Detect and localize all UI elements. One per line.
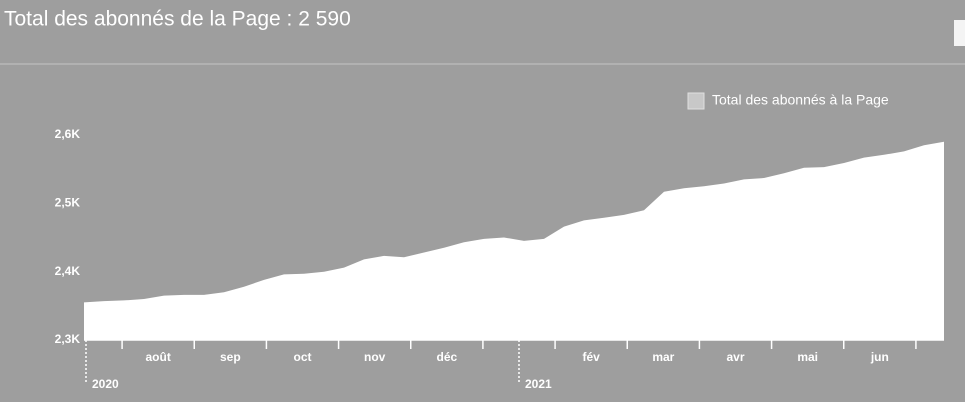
legend-swatch [687, 92, 705, 110]
y-tick-label: 2,4K [55, 264, 81, 278]
x-tick-label: avr [726, 350, 744, 364]
x-tick-label: jun [870, 350, 889, 364]
year-label: 2021 [525, 377, 552, 391]
y-tick-label: 2,5K [55, 196, 81, 210]
x-tick-label: déc [436, 350, 457, 364]
x-tick-label: août [145, 350, 170, 364]
x-tick-label: mai [797, 350, 818, 364]
area [84, 141, 944, 340]
chart-title: Total des abonnés de la Page : 2 590 [4, 8, 351, 31]
x-tick-label: fév [582, 350, 600, 364]
year-label: 2020 [92, 377, 119, 391]
x-tick-label: oct [294, 350, 312, 364]
x-tick-label: nov [364, 350, 386, 364]
y-tick-label: 2,3K [55, 332, 81, 346]
x-tick-label: sep [220, 350, 241, 364]
x-tick-label: mar [652, 350, 674, 364]
legend-label: Total des abonnés à la Page [712, 92, 889, 108]
side-button[interactable] [954, 20, 965, 46]
y-tick-label: 2,6K [55, 127, 81, 141]
